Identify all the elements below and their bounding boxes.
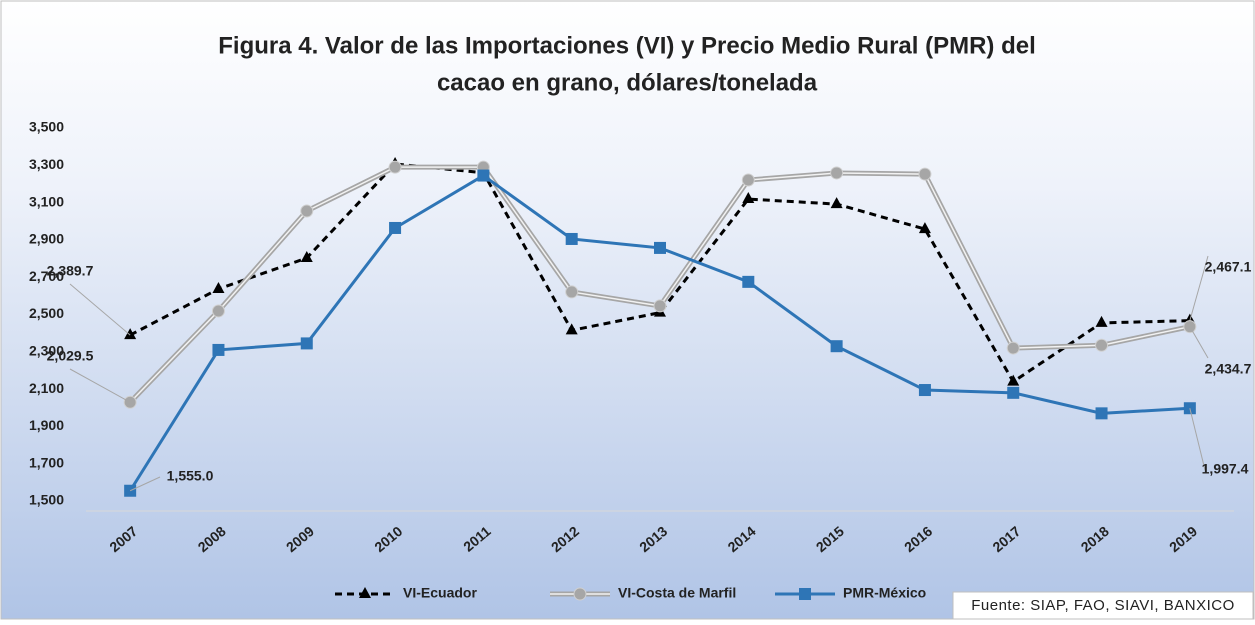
legend-label: VI-Costa de Marfil [618, 585, 736, 601]
marker [389, 221, 402, 234]
legend-marker [799, 588, 811, 600]
data-label: 2,389.7 [47, 263, 94, 279]
marker [918, 167, 932, 181]
y-tick-label: 3,300 [29, 156, 64, 172]
leader-line [1189, 326, 1209, 359]
marker [742, 192, 755, 204]
data-label: 1,997.4 [1202, 461, 1249, 477]
y-tick-label: 1,700 [29, 454, 64, 470]
marker [300, 204, 314, 218]
marker [1007, 386, 1020, 399]
marker [1095, 407, 1108, 420]
marker [918, 384, 931, 397]
marker [1095, 315, 1108, 327]
marker [1006, 341, 1020, 355]
leader-line [1189, 408, 1206, 471]
data-label: 2,029.5 [47, 348, 94, 364]
marker [1007, 374, 1020, 386]
legend-marker [573, 587, 587, 601]
marker [300, 337, 313, 350]
y-tick-label: 3,100 [29, 193, 64, 209]
marker [212, 281, 225, 293]
marker [918, 222, 931, 234]
y-tick-label: 2,300 [29, 343, 64, 359]
data-label: 1,555.0 [167, 468, 214, 484]
marker [1095, 338, 1109, 352]
marker [388, 160, 402, 174]
marker [124, 328, 137, 340]
legend-label: VI-Ecuador [403, 585, 477, 601]
data-label: 2,434.7 [1205, 361, 1252, 377]
marker [477, 169, 490, 182]
marker [741, 173, 755, 187]
marker [742, 275, 755, 288]
leader-line [69, 283, 131, 336]
marker [211, 304, 225, 318]
leader-line [129, 476, 161, 492]
marker [654, 241, 666, 254]
y-tick-label: 3,500 [29, 119, 64, 135]
y-tick-label: 2,500 [29, 305, 64, 321]
marker [653, 299, 667, 313]
data-label: 2,467.1 [1205, 259, 1252, 275]
y-tick-label: 1,900 [29, 417, 64, 433]
y-tick-label: 2,100 [29, 380, 64, 396]
leader-line [1189, 255, 1209, 321]
legend-label: PMR-México [843, 585, 926, 601]
marker [830, 197, 843, 209]
marker [565, 232, 578, 245]
leader-line [69, 368, 131, 403]
marker [212, 343, 225, 356]
source: Fuente: SIAP, FAO, SIAVI, BANXICO [971, 597, 1235, 614]
y-tick-label: 2,700 [29, 268, 64, 284]
marker [300, 250, 313, 262]
marker [830, 340, 843, 353]
legend-marker [359, 587, 371, 598]
source-box [952, 591, 1254, 620]
y-tick-label: 1,500 [29, 492, 64, 508]
marker [565, 323, 578, 335]
y-tick-label: 2,900 [29, 231, 64, 247]
chart-title: Figura 4. Valor de las Importaciones (VI… [218, 32, 1036, 59]
chart-title: cacao en grano, dólares/tonelada [437, 69, 818, 96]
marker [565, 285, 579, 299]
marker [830, 166, 844, 180]
